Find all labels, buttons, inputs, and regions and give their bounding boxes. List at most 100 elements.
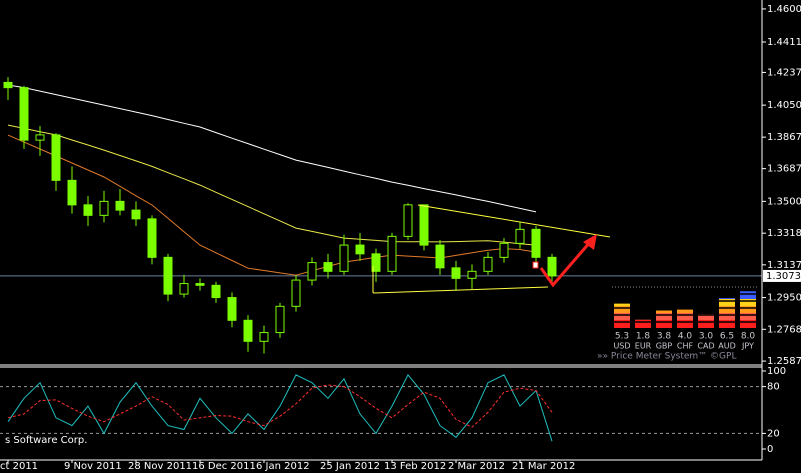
y-tick-label: 1.40500 — [767, 100, 801, 111]
y-tick-label: 1.31370 — [767, 260, 801, 271]
candle-body — [435, 244, 445, 269]
main-pane — [0, 77, 762, 354]
watermark: s Software Corp. — [5, 435, 87, 446]
candle-body — [243, 319, 253, 342]
y-tick-label: 1.35000 — [767, 196, 801, 207]
candle-body — [547, 256, 557, 277]
x-tick-label: 9 Nov 2011 — [64, 461, 122, 472]
x-tick-label: 6 Jan 2012 — [256, 461, 310, 472]
trend-drawings — [372, 204, 611, 294]
candle-body — [483, 256, 493, 272]
meter-bar — [719, 298, 735, 328]
candle-body — [355, 244, 365, 255]
candle-body — [115, 200, 125, 211]
y-tick-label: 100 — [767, 366, 786, 377]
moving-average — [7, 124, 537, 246]
candle-body — [35, 134, 45, 141]
indicator-pane — [0, 373, 762, 442]
meter-value: 6.5 — [720, 332, 734, 342]
candle-body — [387, 235, 397, 272]
candle-body — [259, 332, 269, 342]
candle-body — [323, 262, 333, 272]
candle-body — [371, 253, 381, 272]
y-tick-label: 20 — [767, 428, 780, 439]
trend-line — [372, 286, 549, 294]
meter-currency: USD — [613, 342, 630, 351]
x-tick-label: 21 Mar 2012 — [512, 461, 575, 472]
candle-body — [499, 242, 509, 258]
meter-value: 1.8 — [636, 332, 651, 342]
y-tick-label: 1.44110 — [767, 37, 801, 48]
candle-body — [3, 81, 13, 89]
candle-body — [403, 204, 413, 237]
x-tick-label: 25 Jan 2012 — [320, 461, 380, 472]
candle-body — [227, 297, 237, 321]
indicator-line — [7, 384, 553, 428]
candle-body — [83, 204, 93, 216]
y-tick-label: 1.38670 — [767, 132, 801, 143]
marker — [532, 261, 539, 269]
meter-currency: CAD — [697, 342, 714, 351]
candle-body — [131, 209, 141, 220]
arrow-head — [583, 234, 597, 250]
last-price-box — [763, 269, 801, 282]
meter-currency: CHF — [677, 342, 694, 351]
meter-bar — [656, 310, 672, 328]
meter-currency: GBP — [656, 342, 673, 351]
candle-body — [67, 179, 77, 206]
candle-body — [275, 305, 285, 334]
x-tick-label: 2 Mar 2012 — [448, 461, 505, 472]
y-tick-label: 1.25870 — [767, 356, 801, 367]
meter-currency: JPY — [741, 342, 754, 351]
meter-value: 3.0 — [699, 332, 714, 342]
candle-body — [19, 87, 29, 141]
candle-body — [211, 284, 221, 299]
y-tick-label: 1.42370 — [767, 67, 801, 78]
meter-currency: AUD — [718, 342, 736, 351]
indicator-line — [7, 373, 553, 442]
candle-body — [147, 218, 157, 258]
y-tick-label: 1.36870 — [767, 164, 801, 175]
y-tick-label: 1.29500 — [767, 293, 801, 304]
x-tick-label: ct 2011 — [0, 461, 38, 472]
meter-bar — [635, 319, 651, 328]
candle-body — [419, 204, 429, 246]
x-tick-label: 28 Nov 2011 — [128, 461, 192, 472]
candle-body — [451, 267, 461, 279]
meter-bar — [677, 309, 693, 328]
candle-body — [307, 262, 317, 281]
meter-value: 5.3 — [615, 332, 629, 342]
y-tick-label: 1.46000 — [767, 4, 801, 15]
candle-body — [179, 283, 189, 295]
candle-body — [515, 228, 525, 244]
candle-body — [99, 200, 109, 216]
meter-value: 4.0 — [678, 332, 693, 342]
candle-body — [467, 270, 477, 279]
candle-body — [291, 279, 301, 307]
trend-line — [417, 204, 611, 238]
meter-value: 3.8 — [657, 332, 672, 342]
candle-body — [339, 244, 349, 272]
y-tick-label: 1.33180 — [767, 228, 801, 239]
meter-value: 8.0 — [741, 332, 756, 342]
candle-body — [163, 256, 173, 295]
last-price-label: 1.30737 — [766, 271, 801, 282]
meter-title: »» Price Meter System™ ©GPL — [597, 352, 736, 362]
candle-body — [51, 134, 61, 181]
moving-average — [7, 84, 537, 213]
moving-average — [7, 134, 537, 276]
meter-currency: EUR — [635, 342, 652, 351]
y-tick-label: 80 — [767, 382, 780, 393]
forecast-arrow — [539, 240, 593, 288]
x-tick-label: 13 Feb 2012 — [384, 461, 446, 472]
candle-body — [531, 228, 541, 258]
meter-bar — [698, 314, 714, 328]
candle-body — [195, 283, 205, 286]
x-tick-label: 16 Dec 2011 — [192, 461, 256, 472]
y-tick-label: 1.27685 — [767, 324, 801, 335]
